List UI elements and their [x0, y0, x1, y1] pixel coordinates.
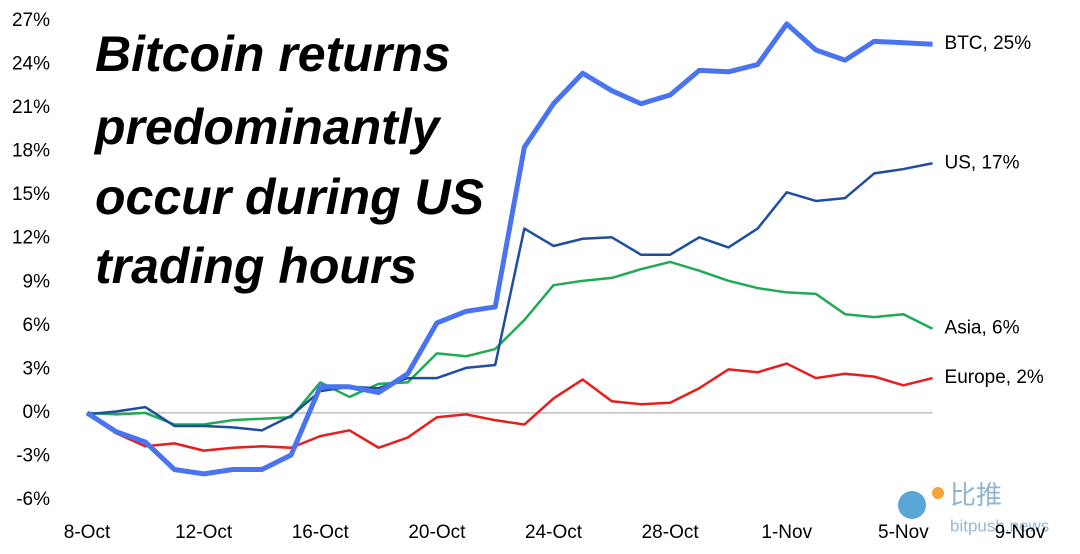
x-tick-label: 1-Nov: [761, 522, 812, 543]
x-tick-label: 8-Oct: [64, 522, 111, 543]
chart-title: occur during US: [95, 169, 484, 225]
y-tick-label: 15%: [12, 184, 50, 205]
end-label: Asia, 6%: [945, 318, 1020, 339]
watermark: 比推: [950, 480, 1002, 510]
y-tick-label: 0%: [23, 402, 51, 423]
y-tick-label: 21%: [12, 97, 50, 118]
y-tick-label: 24%: [12, 54, 50, 75]
y-tick-label: 18%: [12, 141, 50, 162]
end-label: Europe, 2%: [945, 367, 1044, 388]
y-tick-label: 12%: [12, 228, 50, 249]
x-tick-label: 28-Oct: [642, 522, 700, 543]
line-series: [85, 21, 933, 477]
watermark-icon: [898, 491, 926, 519]
chart-title: Bitcoin returns: [95, 26, 451, 82]
y-tick-label: 3%: [23, 358, 51, 379]
line-series: [86, 362, 933, 452]
line-series: [86, 260, 934, 426]
x-tick-label: 9-Nov: [995, 522, 1046, 543]
x-tick-label: 20-Oct: [408, 522, 466, 543]
end-label: US, 17%: [945, 152, 1020, 173]
x-tick-label: 12-Oct: [175, 522, 233, 543]
chart-title: trading hours: [95, 238, 417, 294]
y-tick-label: 9%: [23, 271, 51, 292]
chart-title: predominantly: [93, 99, 442, 155]
watermark-icon: [932, 487, 944, 499]
x-tick-label: 5-Nov: [878, 522, 929, 543]
y-tick-label: 6%: [23, 315, 51, 336]
x-tick-label: 24-Oct: [525, 522, 583, 543]
line-series: [86, 162, 933, 432]
y-tick-label: 27%: [12, 10, 50, 31]
y-tick-label: -6%: [16, 489, 50, 510]
x-tick-label: 16-Oct: [292, 522, 350, 543]
watermark: bitpush.news: [950, 516, 1049, 535]
y-tick-label: -3%: [16, 445, 50, 466]
end-label: BTC, 25%: [945, 33, 1032, 54]
